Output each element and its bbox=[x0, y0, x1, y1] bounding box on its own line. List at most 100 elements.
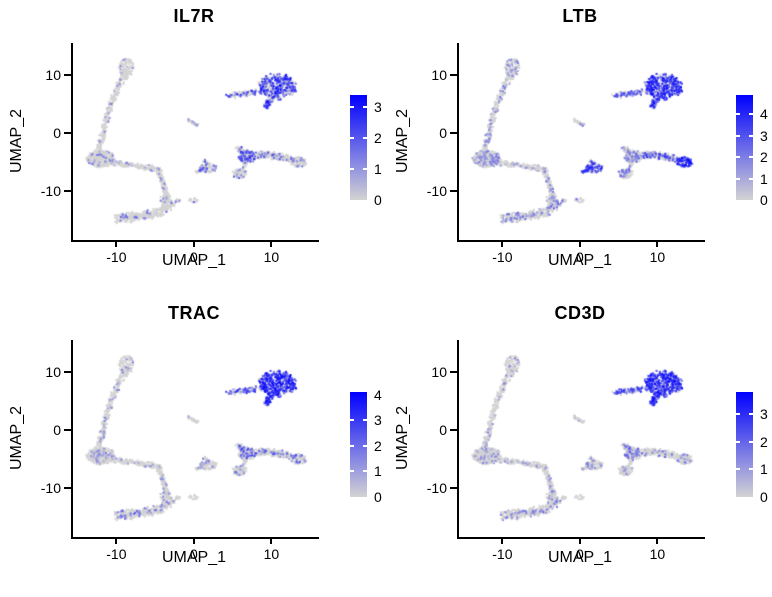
colorbar-tick-mark bbox=[350, 419, 354, 422]
colorbar-tick-mark bbox=[350, 444, 354, 447]
colorbar-tick-mark bbox=[363, 419, 367, 422]
y-tick-mark bbox=[450, 189, 457, 192]
umap-scatter-canvas bbox=[459, 43, 705, 240]
expression-colorbar bbox=[736, 95, 753, 200]
colorbar-tick-mark bbox=[736, 156, 740, 159]
colorbar-tick-mark bbox=[350, 168, 354, 171]
y-tick-mark bbox=[64, 73, 71, 76]
colorbar-tick-label: 0 bbox=[760, 192, 768, 208]
x-axis-label: UMAP_1 bbox=[161, 549, 227, 566]
colorbar-tick-mark bbox=[749, 177, 753, 180]
colorbar-tick-mark bbox=[736, 413, 740, 416]
colorbar-tick-label: 4 bbox=[374, 386, 382, 403]
colorbar-tick-mark bbox=[363, 106, 367, 109]
x-tick-mark bbox=[656, 240, 659, 247]
umap-plot-area: -10 0 10 10 0 -10 bbox=[41, 340, 319, 562]
colorbar-tick-mark bbox=[363, 444, 367, 447]
expression-colorbar bbox=[350, 95, 367, 200]
y-tick-label: -10 bbox=[40, 182, 61, 199]
expression-colorbar bbox=[350, 392, 367, 497]
x-tick-mark bbox=[270, 537, 273, 544]
panel-il7r: IL7R UMAP_2 -10 0 10 10 0 -10 UMAP_1 0 1 2 3 bbox=[0, 0, 386, 297]
x-axis-label: UMAP_1 bbox=[161, 252, 227, 269]
colorbar-tick-mark bbox=[363, 470, 367, 473]
y-tick-label: 10 bbox=[431, 363, 447, 380]
y-tick-mark bbox=[450, 73, 457, 76]
colorbar-tick-label: 1 bbox=[760, 461, 768, 478]
x-tick-label: 10 bbox=[649, 249, 666, 265]
x-tick-mark bbox=[115, 240, 118, 247]
gene-title-cd3d: CD3D bbox=[554, 303, 606, 323]
colorbar-tick-label: 1 bbox=[374, 463, 382, 480]
y-tick-label: 10 bbox=[45, 363, 61, 380]
x-tick-mark bbox=[270, 240, 273, 247]
colorbar-tick-label: 3 bbox=[760, 127, 768, 144]
umap-scatter-canvas bbox=[73, 340, 319, 537]
y-tick-mark bbox=[64, 189, 71, 192]
colorbar-tick-label: 0 bbox=[760, 489, 768, 505]
y-tick-label: 0 bbox=[439, 421, 447, 438]
colorbar-tick-label: 4 bbox=[760, 106, 768, 123]
y-tick-mark bbox=[450, 428, 457, 431]
colorbar-tick-mark bbox=[749, 156, 753, 159]
colorbar-tick-label: 3 bbox=[374, 99, 382, 116]
gene-title-il7r: IL7R bbox=[173, 6, 215, 26]
colorbar-tick-mark bbox=[749, 113, 753, 116]
y-tick-mark bbox=[64, 370, 71, 373]
x-tick-label: 0 bbox=[575, 249, 584, 265]
y-tick-mark bbox=[450, 370, 457, 373]
colorbar-tick-mark bbox=[749, 468, 753, 471]
colorbar-tick-label: 1 bbox=[374, 161, 382, 178]
colorbar-tick-mark bbox=[749, 413, 753, 416]
x-tick-label: 10 bbox=[263, 546, 280, 562]
y-tick-label: -10 bbox=[426, 479, 447, 496]
umap-plot-area: -10 0 10 10 0 -10 bbox=[41, 43, 319, 265]
colorbar-tick-mark bbox=[350, 137, 354, 140]
panel-trac: TRAC UMAP_2 -10 0 10 10 0 -10 UMAP_1 0 1 2 3 4 bbox=[0, 297, 386, 597]
y-tick-label: 0 bbox=[53, 421, 61, 438]
y-tick-mark bbox=[450, 486, 457, 489]
umap-plot-area: -10 0 10 10 0 -10 bbox=[427, 340, 705, 562]
x-tick-label: 0 bbox=[575, 546, 584, 562]
colorbar-tick-mark bbox=[736, 113, 740, 116]
y-tick-label: 0 bbox=[53, 124, 61, 141]
x-tick-label: -10 bbox=[106, 546, 127, 562]
colorbar-tick-mark bbox=[749, 134, 753, 137]
colorbar-tick-label: 0 bbox=[374, 489, 382, 505]
y-axis-label: UMAP_2 bbox=[394, 405, 411, 471]
colorbar-tick-mark bbox=[736, 468, 740, 471]
umap-plot-area: -10 0 10 10 0 -10 bbox=[427, 43, 705, 265]
umap-scatter-canvas bbox=[459, 340, 705, 537]
x-tick-mark bbox=[501, 240, 504, 247]
x-axis-label: UMAP_1 bbox=[547, 252, 613, 269]
colorbar-tick-mark bbox=[736, 177, 740, 180]
colorbar-tick-label: 1 bbox=[760, 170, 768, 187]
umap-scatter-canvas bbox=[73, 43, 319, 240]
x-tick-label: 10 bbox=[649, 546, 666, 562]
x-tick-mark bbox=[501, 537, 504, 544]
x-tick-label: 0 bbox=[189, 546, 198, 562]
gene-title-ltb: LTB bbox=[562, 6, 598, 26]
x-tick-label: -10 bbox=[492, 249, 513, 265]
y-tick-label: 10 bbox=[45, 66, 61, 83]
colorbar-tick-label: 2 bbox=[760, 149, 768, 166]
colorbar-tick-mark bbox=[350, 106, 354, 109]
colorbar-tick-mark bbox=[736, 134, 740, 137]
x-axis-label: UMAP_1 bbox=[547, 549, 613, 566]
y-tick-mark bbox=[450, 131, 457, 134]
colorbar-tick-label: 3 bbox=[374, 412, 382, 429]
x-tick-mark bbox=[115, 537, 118, 544]
colorbar-tick-label: 2 bbox=[760, 433, 768, 450]
x-tick-mark bbox=[578, 240, 581, 247]
y-axis-label: UMAP_2 bbox=[8, 405, 25, 471]
y-tick-mark bbox=[64, 131, 71, 134]
colorbar-tick-label: 3 bbox=[760, 406, 768, 423]
y-tick-mark bbox=[64, 428, 71, 431]
colorbar-tick-mark bbox=[363, 168, 367, 171]
x-tick-label: -10 bbox=[492, 546, 513, 562]
colorbar-tick-label: 2 bbox=[374, 437, 382, 454]
x-tick-label: -10 bbox=[106, 249, 127, 265]
x-tick-mark bbox=[192, 240, 195, 247]
y-tick-label: -10 bbox=[40, 479, 61, 496]
